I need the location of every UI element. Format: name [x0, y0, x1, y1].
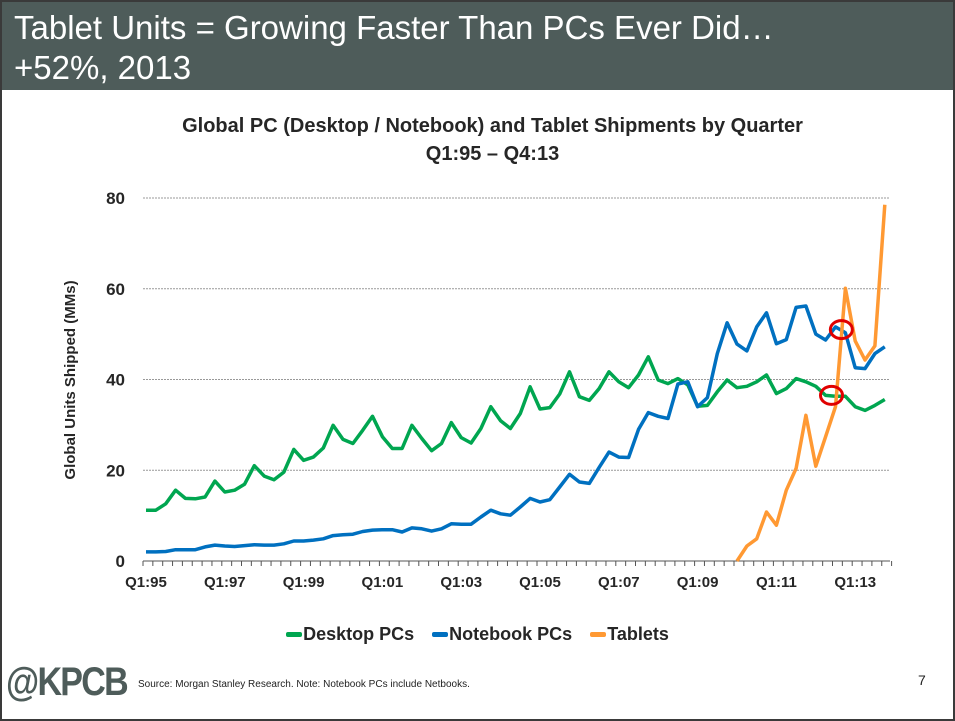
y-tick-label: 20: [106, 461, 125, 480]
y-tick-label: 40: [106, 371, 125, 390]
series-line-notebook-pcs: [146, 304, 886, 554]
x-tick-label: Q1:99: [283, 574, 325, 591]
x-tick-label: Q1:05: [519, 574, 561, 591]
source-note: Source: Morgan Stanley Research. Note: N…: [138, 679, 470, 690]
legend-item-notebook: Notebook PCs: [432, 624, 572, 645]
highlight-circle: [819, 384, 844, 406]
series-line-desktop-pcs: [146, 355, 886, 512]
y-tick-label: 60: [106, 280, 125, 299]
legend-label: Tablets: [607, 624, 669, 644]
x-tick-label: Q1:11: [756, 574, 797, 591]
x-tick-label: Q1:97: [204, 574, 246, 591]
x-tick-label: Q1:09: [677, 574, 719, 591]
chart-title: Global PC (Desktop / Notebook) and Table…: [182, 115, 803, 137]
slide-title-line1: Tablet Units = Growing Faster Than PCs E…: [14, 9, 774, 46]
chart-legend: Desktop PCs Notebook PCs Tablets: [0, 624, 955, 645]
legend-swatch: [286, 632, 303, 637]
slide-title-line2: +52%, 2013: [14, 49, 192, 86]
chart-subtitle: Q1:95 – Q4:13: [425, 143, 560, 165]
x-tick-label: Q1:01: [362, 574, 404, 591]
legend-label: Notebook PCs: [449, 624, 573, 644]
y-tick-label: 80: [106, 189, 125, 208]
y-axis-label: Global Units Shipped (MMs): [62, 280, 79, 479]
x-tick-label: Q1:03: [440, 574, 482, 591]
x-tick-label: Q1:95: [125, 574, 167, 591]
legend-item-tablets: Tablets: [590, 624, 669, 645]
legend-item-desktop: Desktop PCs: [286, 624, 414, 645]
legend-swatch: [432, 632, 449, 637]
y-tick-label: 0: [116, 552, 125, 571]
x-tick-label: Q1:13: [834, 574, 876, 591]
slide-header: Tablet Units = Growing Faster Than PCs E…: [2, 2, 953, 90]
legend-label: Desktop PCs: [303, 624, 415, 644]
x-tick-label: Q1:07: [598, 574, 640, 591]
kpcb-logo: @KPCB: [6, 660, 129, 704]
highlight-circle: [828, 319, 854, 341]
page-number: 7: [918, 672, 926, 688]
legend-swatch: [590, 632, 607, 637]
series-line-tablets: [735, 204, 887, 562]
